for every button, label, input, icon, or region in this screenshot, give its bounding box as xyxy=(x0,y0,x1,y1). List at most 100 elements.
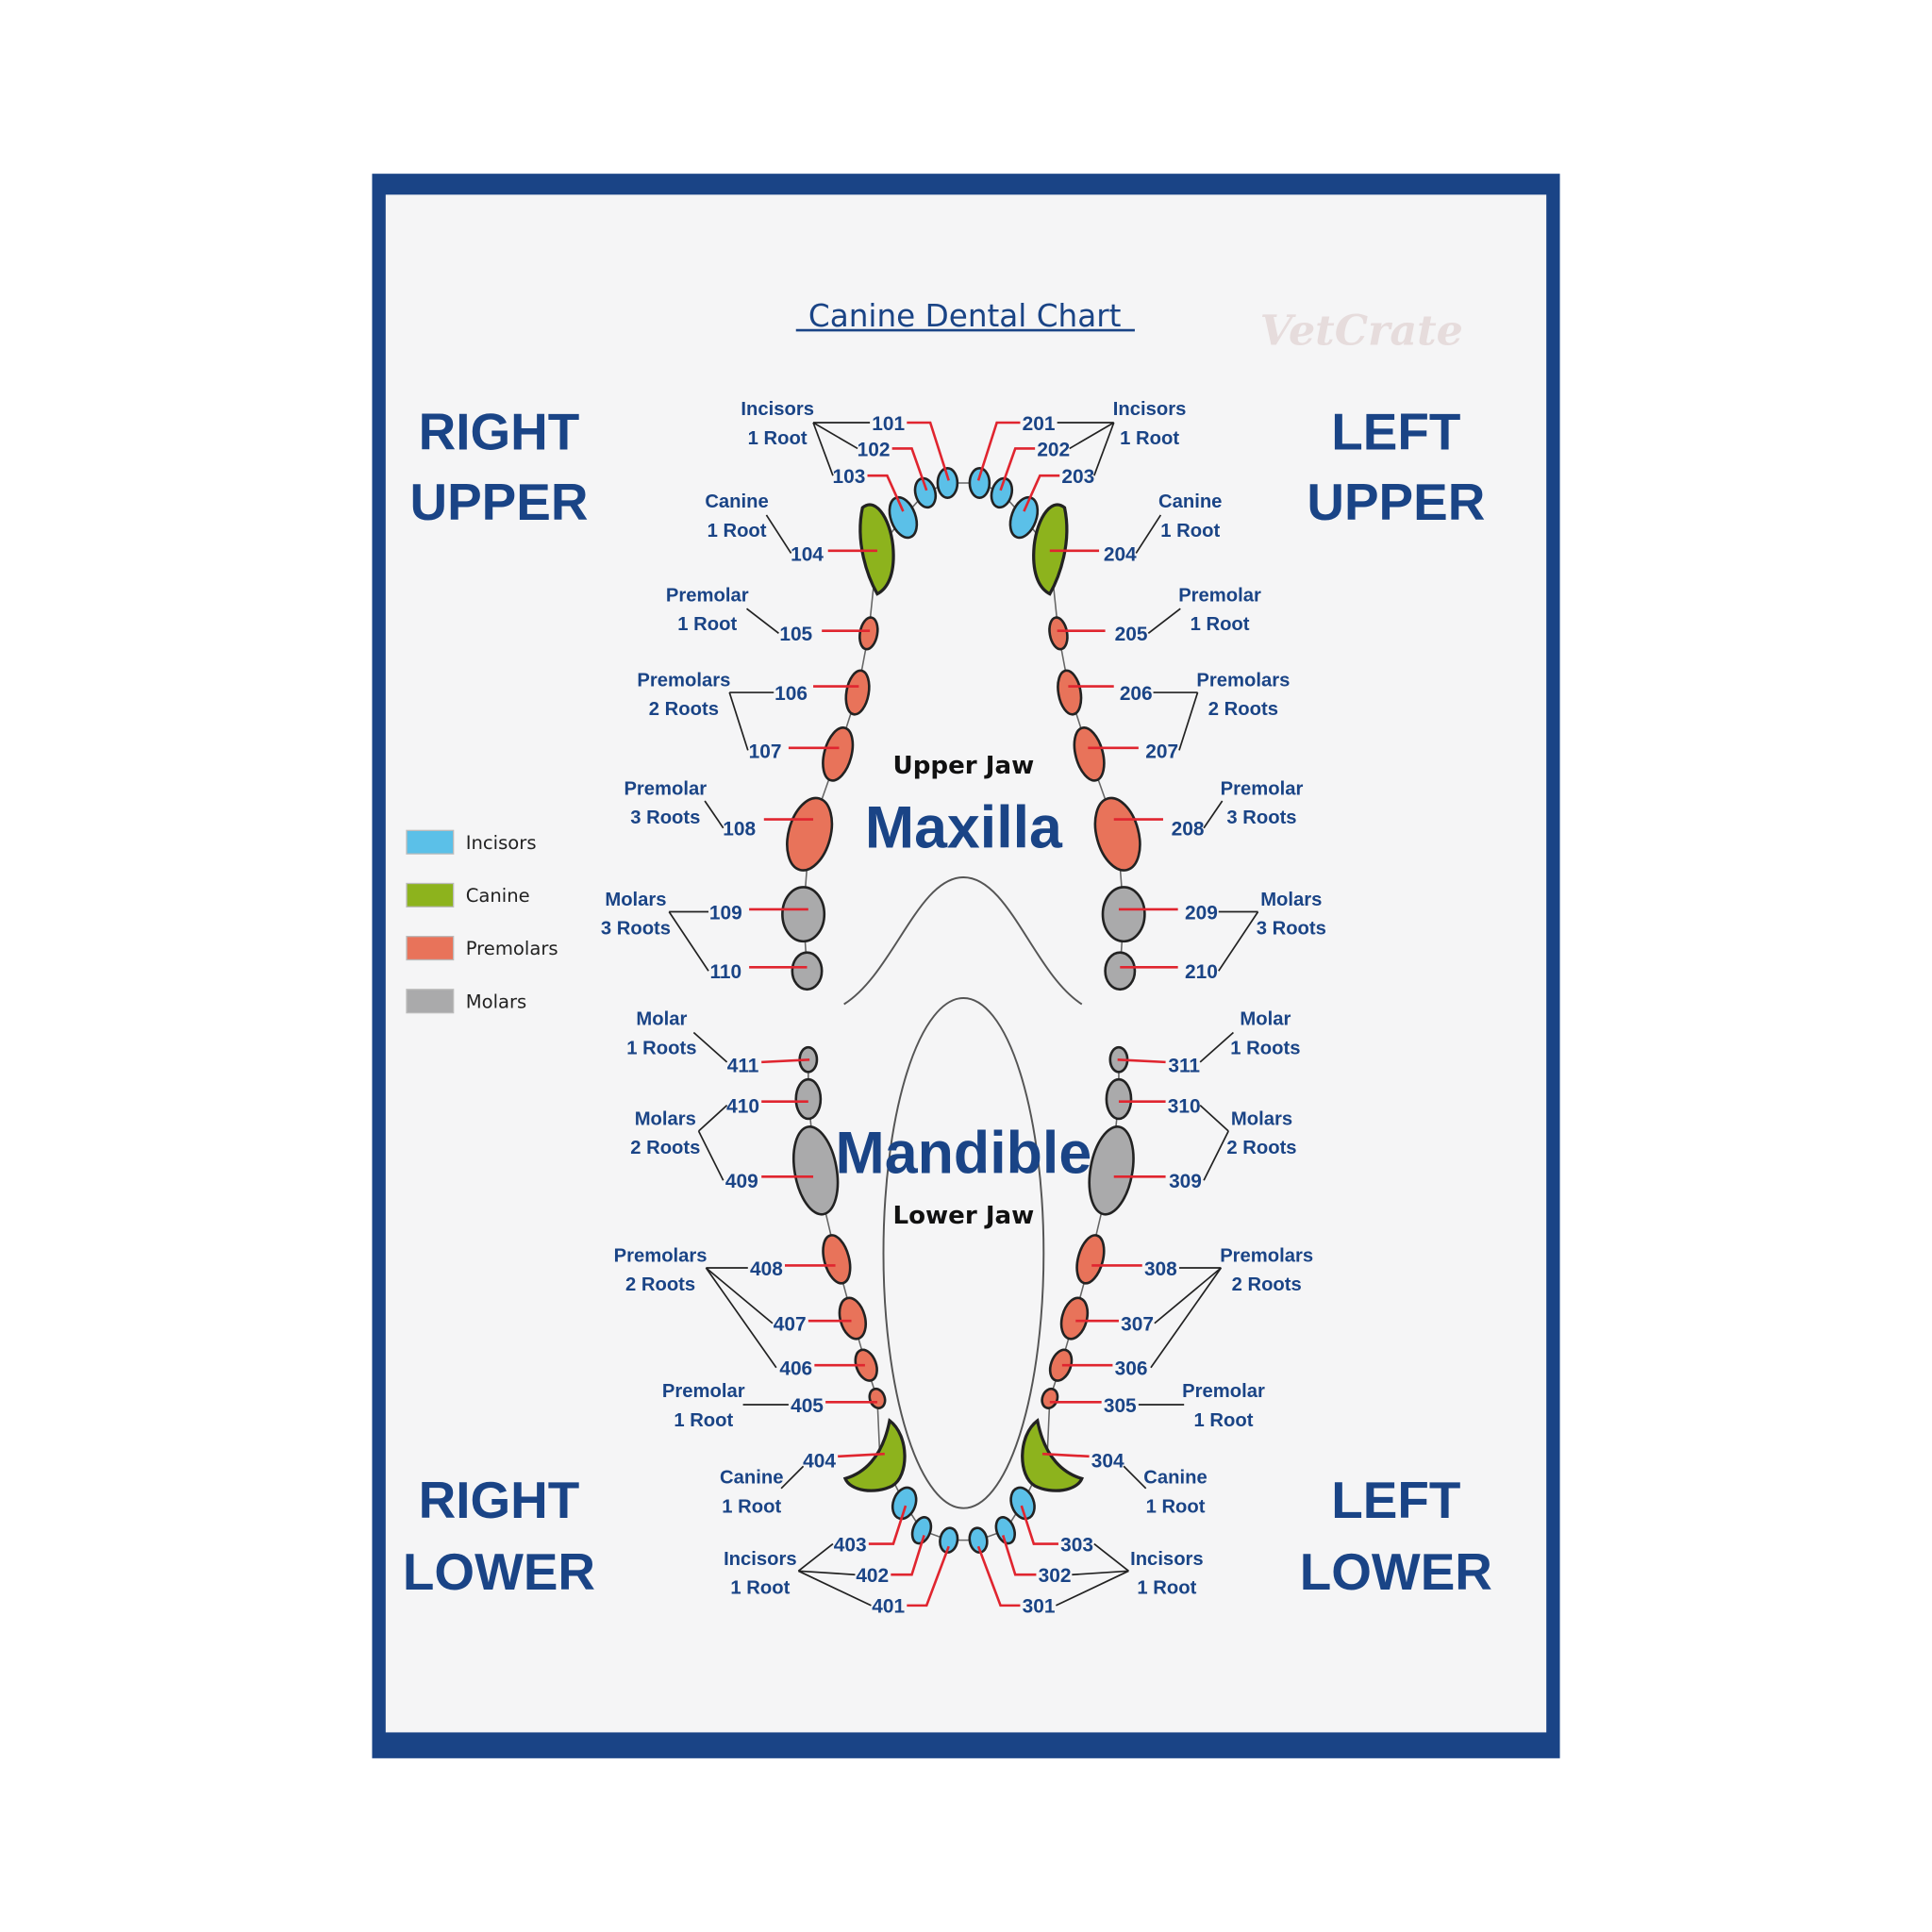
tooth-209[interactable]: 209 xyxy=(1101,886,1218,943)
tooth-208[interactable]: 208 xyxy=(1088,793,1205,875)
tooth-303[interactable]: 303 xyxy=(1007,1484,1093,1556)
tooth-406[interactable]: 406 xyxy=(779,1347,880,1384)
group-connector-line xyxy=(1218,911,1259,972)
tooth-304[interactable]: 304 xyxy=(1021,1418,1124,1492)
premolar-tooth-shape xyxy=(786,796,834,872)
tooth-402[interactable]: 402 xyxy=(856,1515,934,1587)
tooth-210[interactable]: 210 xyxy=(1104,951,1218,991)
chart-background xyxy=(385,194,1547,1733)
group-connector-line xyxy=(812,422,834,476)
tooth-number: 209 xyxy=(1185,902,1218,924)
tooth-307[interactable]: 307 xyxy=(1058,1295,1154,1342)
tooth-number: 101 xyxy=(872,413,905,435)
pointer-line xyxy=(868,1505,908,1545)
group-label-premolars: Premolars 2 Roots xyxy=(637,671,730,721)
tooth-401[interactable]: 401 xyxy=(872,1526,959,1618)
group-connector-line xyxy=(697,1104,728,1132)
group-label-line: Premolar xyxy=(624,778,707,799)
group-label-line: 2 Roots xyxy=(630,1138,700,1158)
group-connector-line xyxy=(697,1130,724,1181)
tooth-204[interactable]: 204 xyxy=(1032,503,1137,596)
group-label-line: Premolar xyxy=(1182,1381,1265,1402)
group-connector-line xyxy=(705,1267,774,1324)
group-label-line: 1 Root xyxy=(1120,428,1179,449)
group-connector-line xyxy=(1199,1104,1229,1132)
group-label-line: Premolars xyxy=(1220,1245,1313,1266)
legend-swatch-canine xyxy=(406,882,455,908)
tooth-404[interactable]: 404 xyxy=(803,1418,907,1492)
tooth-309[interactable]: 309 xyxy=(1083,1124,1202,1218)
incisor-tooth-shape xyxy=(994,1516,1016,1545)
lower-gum-line xyxy=(808,1059,1120,1541)
tooth-205[interactable]: 205 xyxy=(1047,616,1148,651)
premolar-tooth-shape xyxy=(822,1234,852,1285)
group-label-line: Premolar xyxy=(1178,585,1261,606)
group-connector-line xyxy=(1069,422,1115,450)
tooth-308[interactable]: 308 xyxy=(1073,1232,1177,1286)
molar-tooth-shape xyxy=(1088,1125,1135,1216)
tooth-109[interactable]: 109 xyxy=(709,886,826,943)
tooth-403[interactable]: 403 xyxy=(834,1484,921,1556)
group-connector-line xyxy=(798,1570,872,1607)
tooth-108[interactable]: 108 xyxy=(723,793,839,875)
group-label-line: 1 Root xyxy=(677,614,737,635)
group-connector-line xyxy=(1203,1130,1229,1181)
tooth-number: 401 xyxy=(872,1596,905,1618)
svg-text:LEFT: LEFT xyxy=(1331,1471,1460,1529)
tooth-411[interactable]: 411 xyxy=(727,1045,819,1076)
quadrant-right-lower: RIGHT LOWER xyxy=(403,1471,595,1601)
tooth-201[interactable]: 201 xyxy=(968,413,1056,499)
tooth-102[interactable]: 102 xyxy=(858,439,939,509)
group-connector-line xyxy=(704,800,724,829)
group-label-line: Molars xyxy=(635,1108,696,1129)
tooth-407[interactable]: 407 xyxy=(774,1295,870,1342)
tooth-number: 405 xyxy=(791,1395,824,1417)
premolar-tooth-shape xyxy=(844,669,871,716)
tooth-203[interactable]: 203 xyxy=(1006,466,1095,541)
tooth-409[interactable]: 409 xyxy=(725,1124,844,1218)
group-label-line: 1 Root xyxy=(748,428,808,449)
group-label-line: 2 Roots xyxy=(1226,1138,1296,1158)
tooth-number: 411 xyxy=(727,1055,759,1076)
tooth-410[interactable]: 410 xyxy=(726,1077,823,1121)
group-label-line: Canine xyxy=(1158,491,1222,512)
tooth-107[interactable]: 107 xyxy=(749,724,858,784)
tooth-305[interactable]: 305 xyxy=(1040,1387,1137,1417)
tooth-301[interactable]: 301 xyxy=(968,1526,1056,1618)
pointer-line xyxy=(1020,1505,1058,1545)
tooth-311[interactable]: 311 xyxy=(1108,1045,1201,1076)
tooth-202[interactable]: 202 xyxy=(989,439,1070,509)
tooth-number: 108 xyxy=(723,819,756,841)
tooth-310[interactable]: 310 xyxy=(1105,1077,1201,1121)
tooth-302[interactable]: 302 xyxy=(992,1515,1071,1587)
tooth-405[interactable]: 405 xyxy=(791,1387,888,1417)
pointer-line xyxy=(1023,474,1060,512)
group-label-line: Canine xyxy=(720,1468,783,1489)
group-connector-line xyxy=(1072,1570,1129,1576)
tooth-206[interactable]: 206 xyxy=(1055,669,1153,716)
group-label-line: 2 Roots xyxy=(1208,699,1278,720)
tooth-306[interactable]: 306 xyxy=(1046,1347,1147,1384)
tooth-106[interactable]: 106 xyxy=(774,669,873,716)
group-label-line: Premolar xyxy=(666,585,749,606)
tooth-103[interactable]: 103 xyxy=(832,466,922,541)
pointer-line xyxy=(976,1545,1021,1607)
svg-text:UPPER: UPPER xyxy=(409,473,588,531)
tooth-104[interactable]: 104 xyxy=(791,503,895,596)
tooth-408[interactable]: 408 xyxy=(750,1232,855,1286)
legend-swatch-premolar xyxy=(406,935,455,961)
group-connector-line xyxy=(705,1267,777,1369)
molar-tooth-shape xyxy=(1104,951,1137,991)
group-label-line: 2 Roots xyxy=(649,699,719,720)
group-connector-line xyxy=(1055,1570,1129,1607)
group-connector-line xyxy=(745,608,779,635)
group-label-line: 3 Roots xyxy=(601,919,671,940)
tooth-101[interactable]: 101 xyxy=(872,413,959,499)
pointer-line xyxy=(891,447,928,491)
group-label-premolar: Premolar 3 Roots xyxy=(1221,778,1304,828)
tooth-number: 103 xyxy=(832,466,865,488)
tooth-207[interactable]: 207 xyxy=(1069,724,1178,784)
tooth-105[interactable]: 105 xyxy=(779,616,879,651)
tooth-number: 102 xyxy=(858,439,891,460)
tooth-110[interactable]: 110 xyxy=(709,951,824,991)
